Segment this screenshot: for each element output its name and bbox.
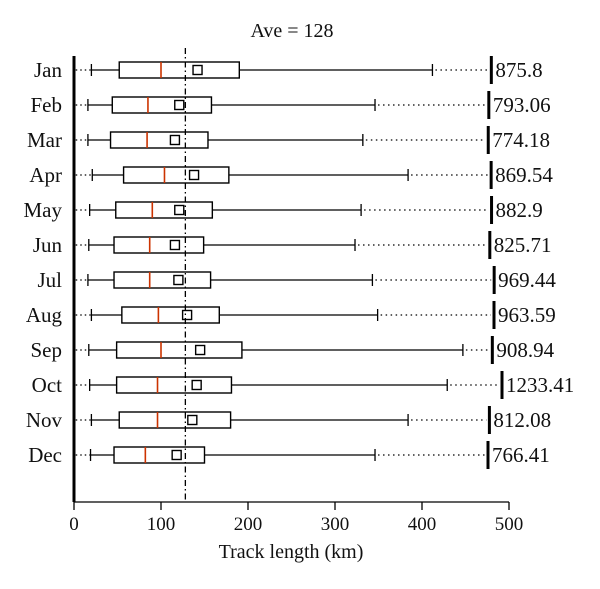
mean-marker bbox=[191, 379, 202, 391]
max-value-label: 869.54 bbox=[495, 163, 553, 187]
category-label: May bbox=[24, 198, 63, 222]
mean-marker bbox=[181, 309, 193, 321]
mean-marker bbox=[187, 414, 198, 426]
category-label: Jul bbox=[37, 268, 62, 292]
max-value-label: 774.18 bbox=[492, 128, 550, 152]
box-row-jan: Jan 875.8 bbox=[34, 56, 543, 84]
mean-marker bbox=[171, 449, 182, 461]
category-label: Jan bbox=[34, 58, 62, 82]
x-tick-label: 300 bbox=[321, 514, 350, 535]
chart-title: Ave = 128 bbox=[250, 20, 333, 42]
iqr-box bbox=[118, 61, 240, 79]
box-row-jun: Jun 825.71 bbox=[33, 231, 552, 259]
max-value-label: 793.06 bbox=[493, 93, 551, 117]
category-label: Sep bbox=[31, 338, 63, 362]
max-value-label: 882.9 bbox=[496, 198, 543, 222]
x-axis-label: Track length (km) bbox=[219, 541, 364, 563]
x-tick-label: 200 bbox=[234, 514, 263, 535]
iqr-box bbox=[109, 131, 209, 149]
mean-marker bbox=[174, 204, 185, 216]
category-label: Mar bbox=[27, 128, 62, 152]
box-row-sep: Sep 908.94 bbox=[31, 336, 555, 364]
mean-marker bbox=[192, 64, 203, 76]
category-label: Nov bbox=[26, 408, 63, 432]
iqr-box bbox=[122, 166, 230, 184]
max-value-label: 1233.41 bbox=[506, 373, 574, 397]
box-row-feb: Feb 793.06 bbox=[31, 91, 551, 119]
box-row-oct: Oct 1233.41 bbox=[32, 371, 574, 399]
mean-marker bbox=[188, 169, 200, 181]
iqr-box bbox=[113, 446, 206, 464]
box-row-nov: Nov 812.08 bbox=[26, 406, 551, 434]
box-row-jul: Jul 969.44 bbox=[37, 266, 556, 294]
mean-marker bbox=[174, 99, 185, 111]
mean-marker bbox=[173, 274, 184, 286]
category-label: Feb bbox=[31, 93, 63, 117]
iqr-box bbox=[115, 201, 214, 219]
max-value-label: 969.44 bbox=[498, 268, 556, 292]
max-value-label: 825.71 bbox=[494, 233, 552, 257]
box-row-dec: Dec 766.41 bbox=[28, 441, 550, 469]
category-label: Dec bbox=[28, 443, 62, 467]
x-tick-label: 100 bbox=[147, 514, 176, 535]
iqr-box bbox=[115, 341, 243, 359]
x-tick-label: 0 bbox=[69, 514, 79, 535]
box-row-apr: Apr 869.54 bbox=[29, 161, 553, 189]
plot-area: Jan 875.8 Feb 793.06 Mar 774.18 Apr 869.54 May 88… bbox=[24, 48, 574, 535]
category-label: Oct bbox=[32, 373, 62, 397]
mean-marker bbox=[194, 344, 206, 356]
max-value-label: 908.94 bbox=[496, 338, 554, 362]
max-value-label: 766.41 bbox=[492, 443, 550, 467]
iqr-box bbox=[115, 376, 233, 394]
category-label: Jun bbox=[33, 233, 63, 257]
iqr-box bbox=[118, 411, 232, 429]
max-value-label: 812.08 bbox=[493, 408, 551, 432]
box-row-aug: Aug 963.59 bbox=[26, 301, 556, 329]
category-label: Aug bbox=[26, 303, 63, 327]
iqr-box bbox=[113, 236, 205, 254]
iqr-box bbox=[121, 306, 220, 324]
max-value-label: 963.59 bbox=[498, 303, 556, 327]
category-label: Apr bbox=[29, 163, 62, 187]
mean-marker bbox=[169, 134, 181, 146]
max-value-label: 875.8 bbox=[495, 58, 542, 82]
iqr-box bbox=[111, 96, 213, 114]
mean-marker bbox=[169, 239, 181, 251]
iqr-box bbox=[113, 271, 212, 289]
box-row-mar: Mar 774.18 bbox=[27, 126, 550, 154]
x-tick-label: 500 bbox=[495, 514, 524, 535]
box-row-may: May 882.9 bbox=[24, 196, 543, 224]
x-tick-label: 400 bbox=[408, 514, 437, 535]
